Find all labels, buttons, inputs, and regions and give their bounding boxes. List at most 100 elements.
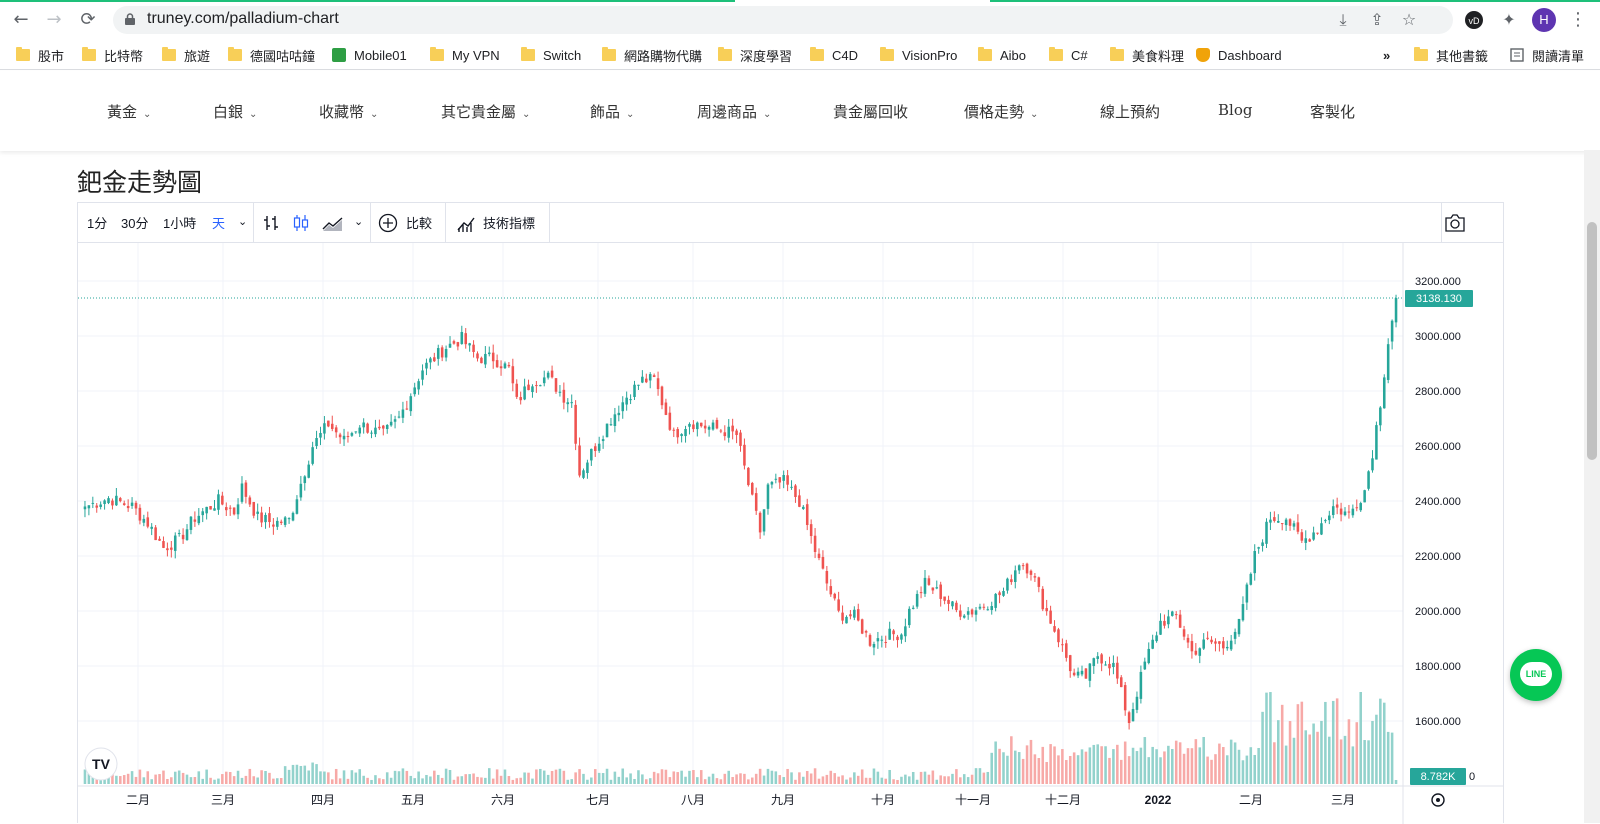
candle-body — [774, 478, 778, 480]
nav-other-metals[interactable]: 其它貴金屬 ⌄ — [441, 101, 530, 122]
bookmark-item[interactable]: 比特幣 — [82, 45, 143, 65]
bookmark-item[interactable]: Dashboard — [1196, 45, 1282, 65]
bookmark-item[interactable]: 網路購物代購 — [602, 45, 702, 65]
nav-silver[interactable]: 白銀 ⌄ — [213, 101, 257, 122]
volume-bar — [307, 770, 310, 784]
address-bar[interactable]: truney.com/palladium-chart ⤓ ⇪ ☆ — [113, 6, 1453, 34]
nav-jewelry[interactable]: 飾品 ⌄ — [590, 101, 634, 122]
back-arrow-icon[interactable]: ← — [13, 9, 29, 30]
nav-price-trends[interactable]: 價格走勢 ⌄ — [964, 101, 1038, 122]
tradingview-logo[interactable]: TV — [84, 747, 118, 781]
nav-merchandise[interactable]: 周邊商品 ⌄ — [697, 101, 771, 122]
bookmark-item[interactable]: VisionPro — [880, 45, 957, 65]
forward-arrow-icon[interactable]: → — [46, 9, 62, 30]
candle-body — [1343, 511, 1347, 516]
indicators-icon[interactable] — [456, 213, 476, 233]
url-text[interactable]: truney.com/palladium-chart — [147, 10, 339, 27]
chart-settings-gear-icon[interactable] — [1431, 793, 1445, 807]
bars-style-icon[interactable] — [262, 214, 280, 232]
bookmarks-overflow-button[interactable]: » — [1383, 47, 1391, 63]
price-chart[interactable]: 3200.000 3000.000 2800.000 2600.000 2400.000… — [78, 243, 1503, 824]
line-chat-button[interactable]: LINE — [1510, 649, 1562, 701]
chevron-down-icon[interactable]: ⌄ — [354, 216, 364, 228]
time-tick-label: 二月 — [126, 793, 150, 807]
nav-booking[interactable]: 線上預約 — [1100, 101, 1160, 122]
volume-bar — [774, 771, 778, 784]
volume-bar — [1104, 746, 1107, 784]
candle-body — [1135, 696, 1139, 710]
bookmark-item[interactable]: Mobile01 — [332, 45, 407, 65]
bookmark-item[interactable]: Aibo — [978, 45, 1026, 65]
add-compare-icon[interactable] — [378, 213, 398, 233]
interval-30m[interactable]: 30分 — [121, 216, 149, 231]
volume-bar — [1002, 752, 1005, 784]
nav-collectible-coins[interactable]: 收藏幣 ⌄ — [319, 101, 378, 122]
bookmark-item[interactable]: 股市 — [16, 45, 64, 65]
reload-icon[interactable]: ⟳ — [80, 9, 96, 30]
candle-body — [919, 592, 923, 594]
bookmark-item[interactable]: My VPN — [430, 45, 500, 65]
bookmark-star-icon[interactable]: ☆ — [1401, 10, 1417, 29]
nav-recycling[interactable]: 貴金屬回收 — [833, 101, 908, 122]
browser-menu-icon[interactable]: ⋮ — [1569, 9, 1587, 30]
candle-body — [656, 378, 660, 390]
candle-body — [664, 402, 668, 415]
divider — [549, 203, 550, 243]
bookmark-item[interactable]: 深度學習 — [718, 45, 792, 65]
bookmark-label: 閱讀清單 — [1532, 48, 1585, 64]
scrollbar-thumb[interactable] — [1587, 222, 1597, 460]
bookmark-label: Aibo — [1000, 47, 1027, 63]
bookmark-item[interactable]: 旅遊 — [162, 45, 210, 65]
bookmark-item[interactable]: 德國咕咕鐘 — [228, 45, 315, 65]
interval-1d[interactable]: 天 — [212, 216, 226, 231]
area-chart-icon[interactable] — [322, 214, 344, 232]
candle-body — [747, 467, 750, 486]
share-icon[interactable]: ⇪ — [1370, 10, 1384, 29]
time-tick-label: 九月 — [771, 793, 795, 807]
reading-list[interactable]: 閱讀清單 — [1510, 45, 1584, 65]
extension-vd-icon[interactable]: vD — [1462, 8, 1486, 32]
bookmark-label: 深度學習 — [740, 48, 793, 64]
volume-bar — [605, 768, 609, 784]
install-app-icon[interactable]: ⤓ — [1339, 10, 1347, 29]
candle-body — [1300, 532, 1304, 541]
folder-icon — [1110, 47, 1124, 61]
chevron-down-icon[interactable]: ⌄ — [238, 216, 248, 228]
candle-body — [1057, 629, 1060, 643]
volume-bar — [986, 771, 990, 784]
other-bookmarks[interactable]: 其他書籤 — [1414, 45, 1488, 65]
candle-body — [621, 402, 625, 412]
interval-1h[interactable]: 1小時 — [163, 216, 197, 231]
nav-blog[interactable]: Blog — [1218, 101, 1252, 119]
nav-gold[interactable]: 黃金 ⌄ — [107, 101, 151, 122]
bookmark-item[interactable]: 美食料理 — [1110, 45, 1184, 65]
camera-icon[interactable] — [1444, 213, 1466, 233]
candle-body — [444, 348, 448, 358]
indicators-button[interactable]: 技術指標 — [483, 216, 536, 231]
bookmark-item[interactable]: C# — [1049, 45, 1088, 65]
volume-bar — [1010, 736, 1013, 784]
nav-customize[interactable]: 客製化 — [1310, 101, 1355, 122]
volume-bar — [974, 768, 978, 784]
bookmark-item[interactable]: Switch — [521, 45, 581, 65]
candle-body — [119, 498, 122, 502]
nav-label: 收藏幣 — [319, 103, 365, 121]
volume-bar — [401, 768, 405, 784]
volume-bar — [1371, 720, 1374, 784]
extensions-puzzle-icon[interactable]: ✦ — [1502, 10, 1516, 29]
candle-body — [1029, 570, 1033, 575]
compare-button[interactable]: 比較 — [406, 216, 433, 231]
volume-bar — [566, 779, 570, 784]
volume-bar — [1382, 702, 1386, 784]
chevron-down-icon: ⌄ — [249, 109, 258, 120]
volume-bar — [252, 776, 256, 784]
candle-body — [279, 521, 283, 523]
candle-body — [523, 386, 526, 400]
candles-style-icon[interactable] — [292, 214, 310, 232]
interval-1m[interactable]: 1分 — [87, 216, 108, 231]
profile-avatar[interactable]: H — [1532, 8, 1556, 32]
time-tick-label: 二月 — [1239, 793, 1263, 807]
bookmark-item[interactable]: C4D — [810, 45, 858, 65]
candle-body — [103, 500, 106, 504]
candle-body — [389, 421, 393, 426]
